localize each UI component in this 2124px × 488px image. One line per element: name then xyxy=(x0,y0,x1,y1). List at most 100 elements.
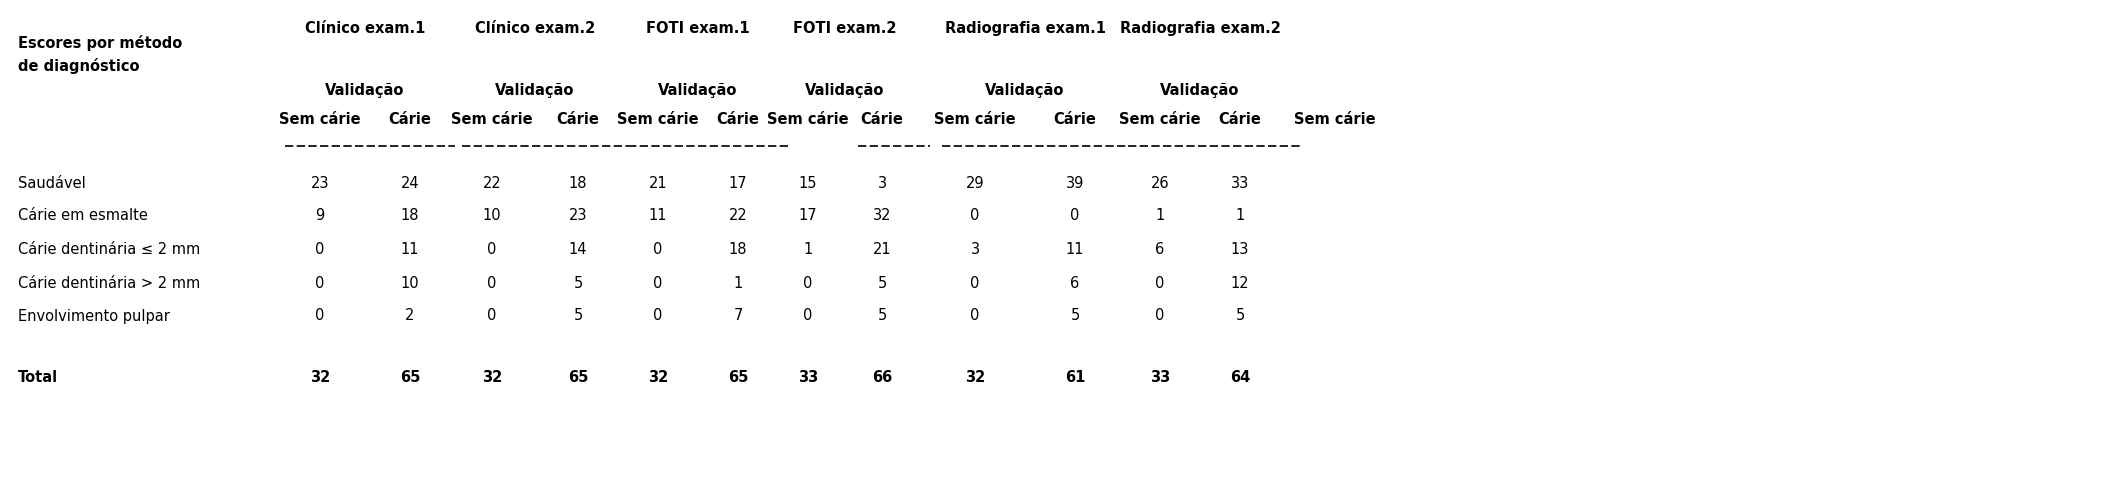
Text: 24: 24 xyxy=(401,176,418,190)
Text: 17: 17 xyxy=(799,208,818,224)
Text: 65: 65 xyxy=(567,370,588,386)
Text: Sem cárie: Sem cárie xyxy=(767,113,850,127)
Text: 5: 5 xyxy=(877,308,886,324)
Text: 61: 61 xyxy=(1064,370,1085,386)
Text: 21: 21 xyxy=(648,176,667,190)
Text: Cárie: Cárie xyxy=(389,113,431,127)
Text: 1: 1 xyxy=(1236,208,1245,224)
Text: FOTI exam.2: FOTI exam.2 xyxy=(792,20,896,36)
Text: 1: 1 xyxy=(803,243,813,258)
Text: 32: 32 xyxy=(873,208,892,224)
Text: 6: 6 xyxy=(1155,243,1164,258)
Text: 66: 66 xyxy=(871,370,892,386)
Text: Validação: Validação xyxy=(805,82,886,98)
Text: 23: 23 xyxy=(310,176,329,190)
Text: Validação: Validação xyxy=(325,82,406,98)
Text: 3: 3 xyxy=(877,176,886,190)
Text: 18: 18 xyxy=(729,243,748,258)
Text: 0: 0 xyxy=(1155,276,1164,290)
Text: Escores por método: Escores por método xyxy=(17,35,183,51)
Text: 23: 23 xyxy=(569,208,586,224)
Text: 21: 21 xyxy=(873,243,892,258)
Text: Total: Total xyxy=(17,370,57,386)
Text: Validação: Validação xyxy=(1160,82,1240,98)
Text: 18: 18 xyxy=(569,176,586,190)
Text: 13: 13 xyxy=(1230,243,1249,258)
Text: 2: 2 xyxy=(406,308,414,324)
Text: 0: 0 xyxy=(486,276,497,290)
Text: 0: 0 xyxy=(1070,208,1079,224)
Text: 11: 11 xyxy=(401,243,418,258)
Text: Cárie dentinária > 2 mm: Cárie dentinária > 2 mm xyxy=(17,276,200,290)
Text: 0: 0 xyxy=(486,243,497,258)
Text: 0: 0 xyxy=(971,208,979,224)
Text: 22: 22 xyxy=(482,176,501,190)
Text: Cárie em esmalte: Cárie em esmalte xyxy=(17,208,149,224)
Text: 39: 39 xyxy=(1066,176,1083,190)
Text: 9: 9 xyxy=(314,208,325,224)
Text: 32: 32 xyxy=(648,370,669,386)
Text: 15: 15 xyxy=(799,176,818,190)
Text: Sem cárie: Sem cárie xyxy=(935,113,1015,127)
Text: 7: 7 xyxy=(733,308,743,324)
Text: 5: 5 xyxy=(1070,308,1079,324)
Text: Cárie: Cárie xyxy=(716,113,760,127)
Text: Cárie: Cárie xyxy=(1054,113,1096,127)
Text: Cárie: Cárie xyxy=(556,113,599,127)
Text: Sem cárie: Sem cárie xyxy=(618,113,699,127)
Text: 11: 11 xyxy=(648,208,667,224)
Text: 0: 0 xyxy=(654,243,663,258)
Text: 5: 5 xyxy=(573,276,582,290)
Text: Radiografia exam.2: Radiografia exam.2 xyxy=(1119,20,1281,36)
Text: 33: 33 xyxy=(799,370,818,386)
Text: Cárie: Cárie xyxy=(1219,113,1262,127)
Text: 18: 18 xyxy=(401,208,418,224)
Text: 65: 65 xyxy=(729,370,748,386)
Text: Validação: Validação xyxy=(495,82,576,98)
Text: 5: 5 xyxy=(877,276,886,290)
Text: 0: 0 xyxy=(486,308,497,324)
Text: Sem cárie: Sem cárie xyxy=(1119,113,1200,127)
Text: 5: 5 xyxy=(1236,308,1245,324)
Text: 33: 33 xyxy=(1232,176,1249,190)
Text: 10: 10 xyxy=(482,208,501,224)
Text: 0: 0 xyxy=(1155,308,1164,324)
Text: Envolvimento pulpar: Envolvimento pulpar xyxy=(17,308,170,324)
Text: 64: 64 xyxy=(1230,370,1251,386)
Text: 11: 11 xyxy=(1066,243,1083,258)
Text: 0: 0 xyxy=(803,308,813,324)
Text: 0: 0 xyxy=(314,308,325,324)
Text: Clínico exam.2: Clínico exam.2 xyxy=(476,20,595,36)
Text: 32: 32 xyxy=(964,370,986,386)
Text: 14: 14 xyxy=(569,243,586,258)
Text: Sem cárie: Sem cárie xyxy=(450,113,533,127)
Text: 0: 0 xyxy=(314,243,325,258)
Text: Sem cárie: Sem cárie xyxy=(278,113,361,127)
Text: 5: 5 xyxy=(573,308,582,324)
Text: 29: 29 xyxy=(966,176,983,190)
Text: de diagnóstico: de diagnóstico xyxy=(17,58,140,74)
Text: 0: 0 xyxy=(654,308,663,324)
Text: 6: 6 xyxy=(1070,276,1079,290)
Text: 65: 65 xyxy=(399,370,421,386)
Text: Clínico exam.1: Clínico exam.1 xyxy=(306,20,425,36)
Text: Cárie: Cárie xyxy=(860,113,903,127)
Text: Radiografia exam.1: Radiografia exam.1 xyxy=(945,20,1104,36)
Text: 3: 3 xyxy=(971,243,979,258)
Text: 1: 1 xyxy=(1155,208,1164,224)
Text: 10: 10 xyxy=(401,276,418,290)
Text: 0: 0 xyxy=(971,276,979,290)
Text: 33: 33 xyxy=(1149,370,1170,386)
Text: 26: 26 xyxy=(1151,176,1170,190)
Text: Validação: Validação xyxy=(986,82,1064,98)
Text: Saudável: Saudável xyxy=(17,176,85,190)
Text: 0: 0 xyxy=(654,276,663,290)
Text: Sem cárie: Sem cárie xyxy=(1294,113,1376,127)
Text: 1: 1 xyxy=(733,276,743,290)
Text: 0: 0 xyxy=(803,276,813,290)
Text: 12: 12 xyxy=(1230,276,1249,290)
Text: 0: 0 xyxy=(314,276,325,290)
Text: 32: 32 xyxy=(310,370,329,386)
Text: 22: 22 xyxy=(729,208,748,224)
Text: Validação: Validação xyxy=(658,82,737,98)
